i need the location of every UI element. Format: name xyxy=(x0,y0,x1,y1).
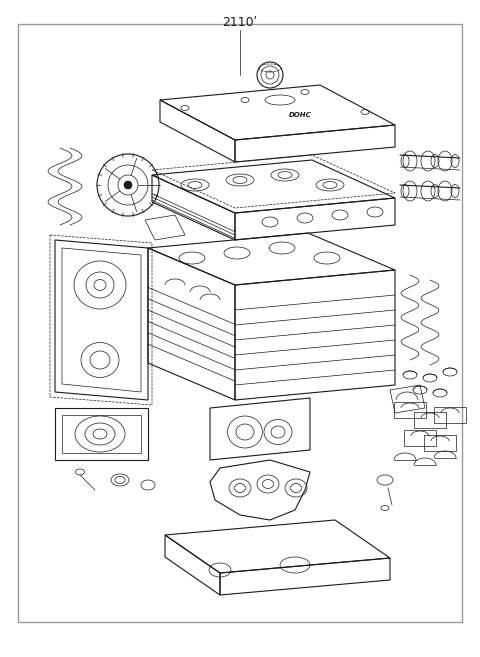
Text: 2110ʹ: 2110ʹ xyxy=(222,16,258,28)
FancyBboxPatch shape xyxy=(18,24,462,622)
Ellipse shape xyxy=(124,181,132,189)
Text: DOHC: DOHC xyxy=(288,112,312,118)
